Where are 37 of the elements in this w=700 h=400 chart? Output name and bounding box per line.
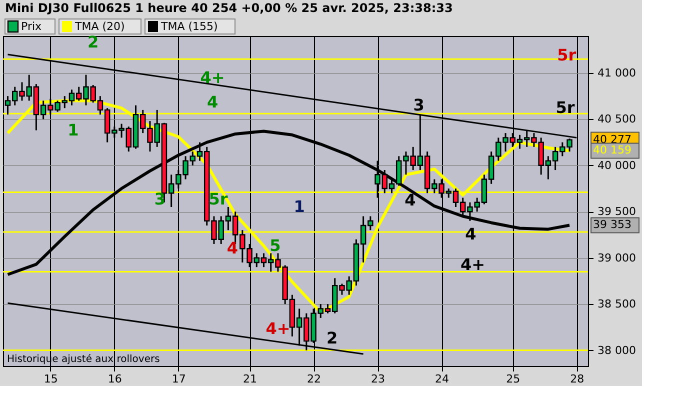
y-tick-label: 38 000 xyxy=(598,344,636,357)
annotation: 2 xyxy=(326,328,338,348)
x-tick-label: 16 xyxy=(108,372,122,386)
x-tick-label: 17 xyxy=(172,372,186,386)
x-tick-label: 25 xyxy=(506,372,520,386)
annotation: 5r xyxy=(556,98,575,118)
x-tick-label: 28 xyxy=(570,372,584,386)
annotation: 2 xyxy=(88,32,99,52)
legend-label: TMA (155) xyxy=(160,20,218,33)
annotation: 4 xyxy=(206,92,218,112)
legend-label: TMA (20) xyxy=(74,20,125,33)
annotation: 1 xyxy=(294,197,305,216)
y-tick-label: 40 500 xyxy=(598,112,636,126)
y-tick-label: 41 000 xyxy=(598,66,636,80)
chart-title: Mini DJ30 Full0625 1 heure 40 254 +0,00 % 25 avr. 2025, 23:38:33 xyxy=(5,1,453,15)
text: 40 277 xyxy=(593,132,632,146)
annotation: 4+ xyxy=(266,319,290,338)
annotation: 4 xyxy=(404,190,416,210)
y-tick-label: 39 000 xyxy=(598,251,636,264)
annotation: 3 xyxy=(154,190,166,209)
text: 40 159 xyxy=(593,144,632,157)
x-tick-label: 22 xyxy=(307,372,322,386)
y-tick-label: 38 500 xyxy=(598,298,636,311)
annotation: 5 xyxy=(270,236,281,255)
legend-label: Prix xyxy=(21,20,42,33)
annotation: 4+ xyxy=(200,68,225,88)
x-tick-label: 15 xyxy=(44,372,58,386)
annotation: 4 xyxy=(226,238,238,258)
annotation: 4+ xyxy=(460,255,486,274)
x-tick-label: 23 xyxy=(371,372,386,386)
annotation: 3 xyxy=(413,95,424,114)
text: 39 353 xyxy=(593,218,632,232)
x-tick-label: 21 xyxy=(243,372,258,386)
y-tick-label: 40 000 xyxy=(598,158,636,172)
y-tick-label: 39 500 xyxy=(598,205,636,218)
annotation: 1 xyxy=(68,120,79,140)
x-tick-label: 24 xyxy=(435,372,450,386)
